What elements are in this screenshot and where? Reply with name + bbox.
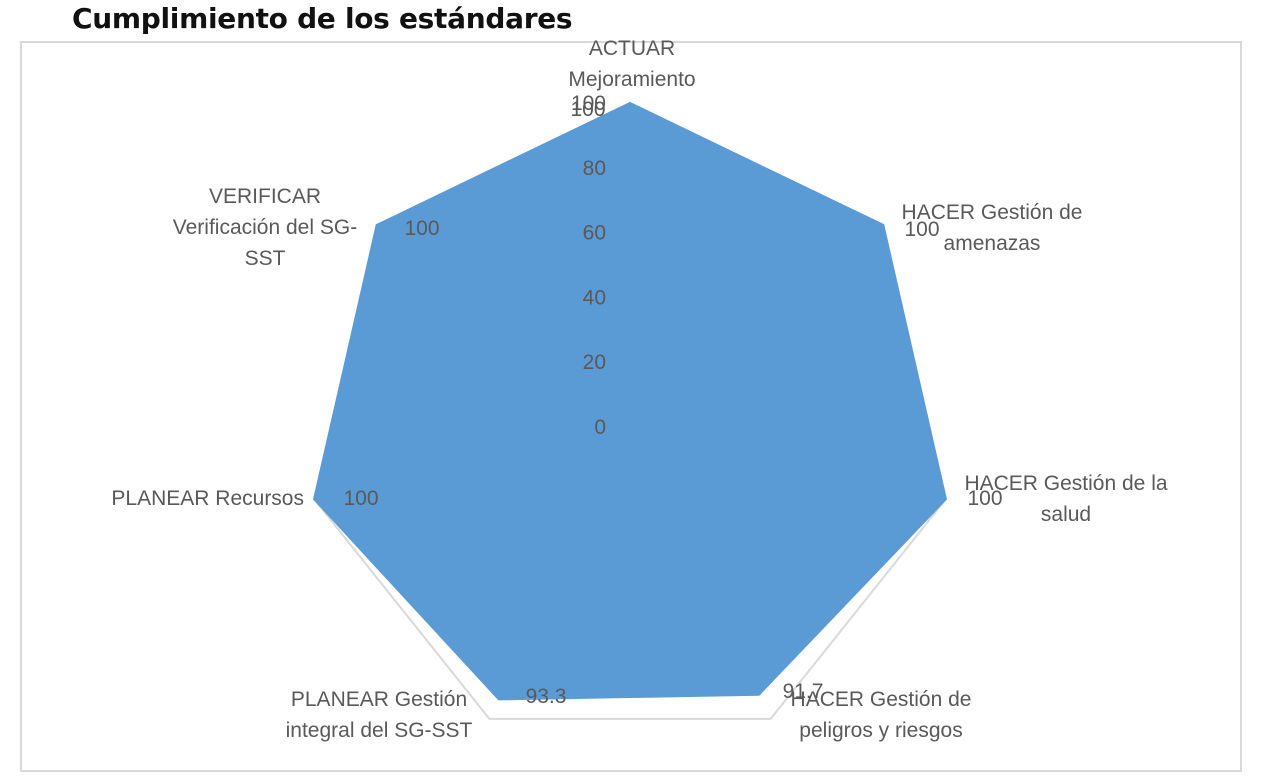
category-label: PLANEAR Recursos [111,487,304,510]
data-label: 91.7 [783,680,824,703]
data-label: 100 [343,487,378,510]
series-area [313,101,947,701]
radial-tick-label: 20 [583,351,606,374]
data-label: 100 [967,487,1002,510]
radial-tick-label: 0 [594,416,606,439]
radial-tick-label: 100 [571,92,606,115]
category-label: ACTUAR Mejoramiento [568,37,695,91]
category-label: HACER Gestión de peligros y riesgos [791,688,972,742]
radial-tick-label: 60 [583,222,606,245]
data-label: 100 [404,217,439,240]
data-label: 100 [570,98,605,121]
category-label: VERIFICAR Verificación del SG-SST [173,185,357,270]
radial-tick-label: 80 [583,157,606,180]
category-label: HACER Gestión de amenazas [902,201,1083,255]
chart-title: Cumplimiento de los estándares [72,2,573,35]
category-label: PLANEAR Gestión integral del SG-SST [286,688,473,742]
radial-tick-label: 40 [583,286,606,309]
data-label: 100 [904,218,939,241]
category-label: HACER Gestión de la salud [964,472,1167,526]
data-label: 93.3 [526,685,567,708]
